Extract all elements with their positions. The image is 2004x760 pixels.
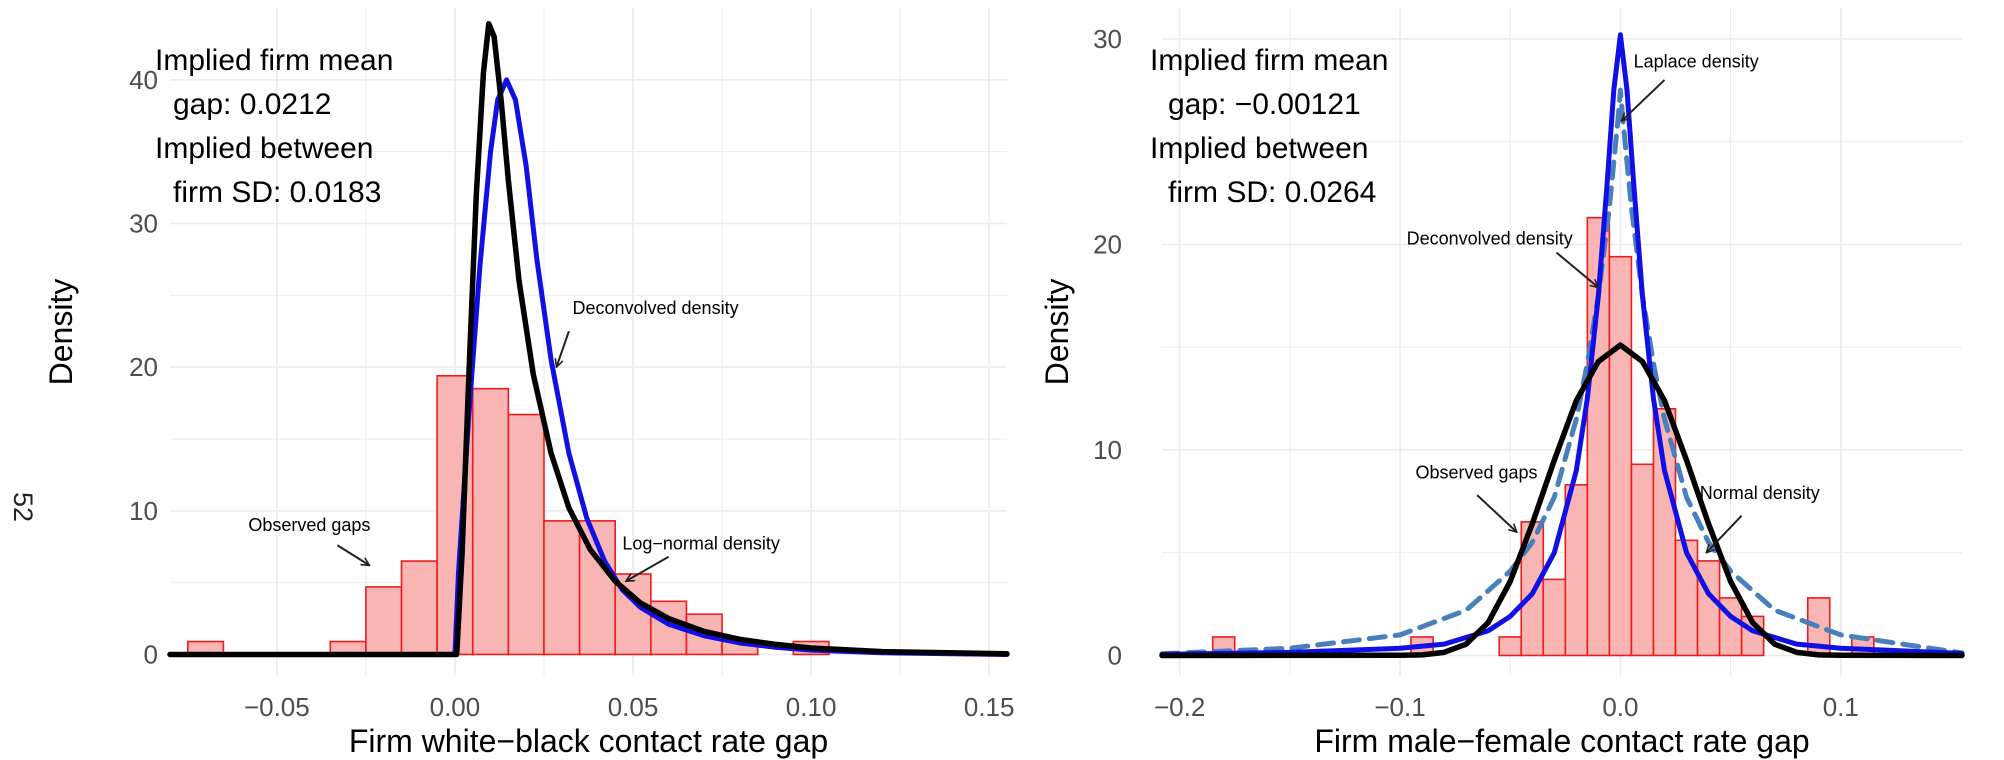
y-tick-label: 20 [1093, 229, 1122, 259]
histogram-bar [1498, 636, 1523, 657]
y-tick-label: 10 [129, 496, 158, 526]
implied-stats-line: gap: −0.00121 [1168, 88, 1361, 121]
annotation-arrow [336, 544, 369, 565]
curve-deconvolved-density [167, 77, 1010, 657]
y-tick-label: 0 [144, 639, 158, 669]
annotation-label: Observed gaps [1415, 463, 1537, 483]
implied-stats-line: firm SD: 0.0264 [1168, 176, 1376, 209]
histogram-bar [1542, 578, 1567, 657]
implied-stats-line: gap: 0.0212 [173, 88, 331, 121]
histogram-bar [1630, 463, 1655, 657]
annotation-arrow [1622, 79, 1666, 121]
annotation-label: Deconvolved density [1407, 228, 1573, 248]
x-tick-label: 0.1 [1823, 692, 1859, 722]
histogram-bar [365, 586, 403, 656]
gridlines [1162, 8, 1962, 676]
histogram-bar [1652, 407, 1677, 657]
y-tick-label: 40 [129, 65, 158, 95]
x-tick-label: −0.2 [1154, 692, 1205, 722]
implied-stats-line: Implied firm mean [1150, 44, 1388, 77]
page-number: 52 [8, 492, 38, 522]
histogram-bar [1564, 484, 1589, 657]
y-axis-label: Density [1039, 279, 1075, 386]
x-tick-label: −0.05 [244, 692, 310, 722]
left-panel: −0.05 0.00 0.05 0.10 0.15 0 10 20 30 40 Firm white… [43, 8, 1014, 759]
histogram-bar [507, 413, 545, 656]
annotation-label: Observed gaps [248, 515, 370, 535]
x-tick-label: 0.05 [608, 692, 659, 722]
x-tick-label: 0.10 [786, 692, 837, 722]
y-tick-label: 20 [129, 352, 158, 382]
histogram-bars [187, 374, 830, 656]
implied-stats-line: firm SD: 0.0183 [173, 176, 381, 209]
y-tick-label: 30 [1093, 24, 1122, 54]
right-panel: −0.2 −0.1 0.0 0.1 0 10 20 30 Firm male−female co… [1039, 8, 1965, 759]
annotation-arrow [1476, 494, 1517, 532]
annotation-arrow [556, 330, 570, 367]
annotation-arrow [1555, 251, 1598, 288]
x-tick-label: −0.1 [1374, 692, 1425, 722]
annotation-label: Laplace density [1634, 52, 1759, 72]
curve-log-normal-density [167, 21, 1010, 658]
x-tick-label: 0.00 [430, 692, 481, 722]
curve-normal-density [1159, 342, 1965, 659]
curve-deconvolved-density [1159, 32, 1965, 657]
y-tick-label: 0 [1108, 640, 1122, 670]
histogram-bars [1211, 216, 1875, 657]
annotation-arrow [1706, 514, 1743, 553]
histogram-bar [471, 387, 510, 656]
annotation-arrow [626, 555, 670, 581]
y-tick-label: 10 [1093, 435, 1122, 465]
curve-laplace-density [1159, 87, 1965, 657]
y-tick-label: 30 [129, 208, 158, 238]
histogram-bar [543, 520, 581, 656]
x-axis-label: Firm white−black contact rate gap [349, 723, 828, 759]
y-axis-label: Density [43, 279, 79, 386]
x-tick-label: 0.0 [1602, 692, 1638, 722]
annotation-label: Log−normal density [622, 534, 780, 554]
annotation-label: Normal density [1700, 483, 1820, 503]
implied-stats-line: Implied firm mean [155, 44, 393, 77]
implied-stats-line: Implied between [155, 132, 373, 165]
x-tick-label: 0.15 [964, 692, 1015, 722]
implied-stats-line: Implied between [1150, 132, 1368, 165]
x-axis-label: Firm male−female contact rate gap [1314, 723, 1809, 759]
histogram-bar [1608, 255, 1633, 657]
histogram-bar [400, 560, 438, 656]
annotation-label: Deconvolved density [572, 298, 738, 318]
